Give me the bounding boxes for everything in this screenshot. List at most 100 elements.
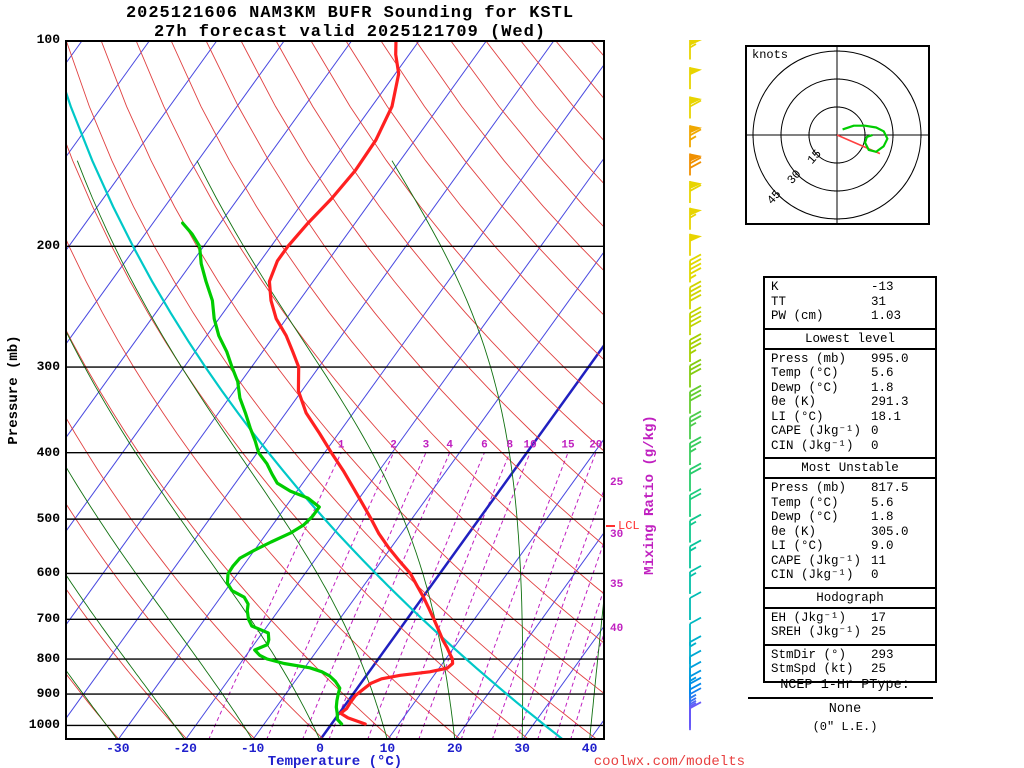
- wind-barb-half: [689, 676, 697, 682]
- table-row-value: 0: [871, 568, 879, 582]
- table-row-label: CIN (Jkg⁻¹): [771, 568, 854, 582]
- wind-barb-half: [689, 349, 697, 355]
- dry-adiabat: [170, 40, 605, 596]
- isotherm: [65, 40, 421, 534]
- table-row-value: 0: [871, 438, 879, 453]
- ptype-note: (0" L.E.): [812, 720, 878, 734]
- wind-barb-full: [689, 591, 702, 599]
- table-row-value: 25: [871, 662, 887, 676]
- dry-adiabat: [240, 40, 605, 500]
- mixing-ratio-line: [366, 452, 485, 740]
- table-row-label: Press (mb): [771, 351, 847, 366]
- isotherm: [65, 40, 286, 347]
- table-row-label: TT: [771, 294, 787, 309]
- table-row: Temp (°C) 5.6: [771, 496, 929, 511]
- wind-barb-full: [689, 306, 702, 314]
- lcl-tick: [606, 525, 615, 527]
- table-row: Dewp (°C) 1.8: [771, 510, 929, 525]
- mixing-ratio-line: [570, 629, 605, 740]
- dry-adiabat: [100, 40, 605, 695]
- table-section-title: Hodograph: [765, 586, 935, 609]
- isotherm: [184, 156, 605, 740]
- table-row-value: 995.0: [871, 351, 909, 366]
- wind-barb-half: [689, 697, 697, 703]
- table-row-label: θe (K): [771, 395, 817, 409]
- temperature-tick-label: -30: [106, 741, 130, 756]
- ptype-divider: [748, 697, 933, 699]
- table-row: TT 31: [771, 295, 929, 310]
- mixing-ratio-line: [491, 452, 597, 740]
- wind-barb-flag: [690, 207, 702, 216]
- dry-adiabat: [275, 40, 605, 453]
- wind-barb-full: [689, 367, 702, 376]
- pressure-tick-label: 100: [36, 32, 60, 47]
- wind-barb-full: [689, 565, 702, 573]
- table-row-value: 11: [871, 553, 887, 568]
- indices-table: K -13 TT 31 PW (cm) 1.03 Lowest level Press (mb…: [763, 276, 937, 683]
- wind-barb-full: [689, 161, 702, 169]
- wind-barb-flag: [690, 67, 702, 76]
- table-group: K -13 TT 31 PW (cm) 1.03: [765, 278, 935, 328]
- wind-barb-full: [689, 635, 702, 643]
- table-row: K -13: [771, 280, 929, 295]
- table-row: StmSpd (kt) 25: [771, 662, 929, 677]
- table-row-value: 9.0: [871, 539, 894, 553]
- dry-adiabat: [449, 40, 605, 229]
- wind-barb-full: [689, 462, 702, 471]
- wind-barb-half: [689, 43, 697, 49]
- wind-barb-full: [689, 289, 702, 298]
- mixing-ratio-value: 8: [506, 440, 513, 452]
- mixing-ratio-value: 25: [610, 477, 624, 490]
- table-row-label: LI (°C): [771, 409, 824, 424]
- table-row: θe (K) 305.0: [771, 525, 929, 540]
- pressure-tick-label: 200: [36, 238, 60, 254]
- wind-barb-flag: [690, 96, 702, 105]
- isotherm: [454, 530, 605, 740]
- wind-barb-full: [689, 310, 702, 319]
- isotherm: [117, 62, 605, 740]
- hodograph-trace: [842, 124, 889, 153]
- dry-adiabat: [65, 139, 530, 740]
- wind-barb-full: [689, 99, 702, 108]
- dewpoint-trace: [181, 221, 344, 726]
- pressure-tick-label: 700: [36, 611, 60, 627]
- dry-adiabat: [65, 40, 598, 740]
- wind-barb-half: [689, 213, 697, 219]
- temperature-tick-label: 30: [514, 741, 530, 756]
- mixing-ratio-value: 20: [589, 440, 602, 452]
- wind-barb-full: [689, 649, 702, 658]
- table-row: CAPE (Jkg⁻¹) 0: [771, 424, 929, 439]
- wind-barb-full: [689, 393, 702, 402]
- table-group: StmDir (°) 293 StmSpd (kt) 25: [765, 643, 935, 681]
- wind-barb-full: [689, 253, 702, 262]
- mixing-ratio-line: [208, 452, 342, 740]
- wind-barb-half: [689, 642, 697, 648]
- table-row-label: Temp (°C): [771, 366, 839, 380]
- wind-barb-full: [689, 337, 702, 346]
- wind-barb-half: [689, 520, 697, 526]
- wind-barb-half: [689, 546, 697, 552]
- table-row: CAPE (Jkg⁻¹) 11: [771, 554, 929, 569]
- table-row-label: EH (Jkg⁻¹): [771, 610, 847, 625]
- table-row-value: 0: [871, 424, 879, 438]
- isotherm: [65, 40, 555, 721]
- wind-barb-full: [689, 262, 702, 271]
- table-row-label: Press (mb): [771, 481, 847, 495]
- wind-barb-full: [689, 358, 702, 367]
- table-row-value: 1.8: [871, 380, 894, 395]
- wind-barb-full: [689, 492, 702, 501]
- hodograph-units-label: knots: [752, 48, 789, 62]
- mixing-ratio-value: 40: [610, 622, 624, 635]
- wind-barb-full: [689, 488, 702, 496]
- hodograph-ring-label: 15: [805, 147, 825, 167]
- isotherm: [65, 40, 353, 440]
- moist-adiabat: [391, 160, 524, 740]
- wind-barb-full: [689, 285, 702, 293]
- isotherm: [65, 40, 218, 253]
- hodograph-ring-label: 45: [764, 187, 784, 207]
- wind-barb-full: [689, 467, 702, 475]
- table-row: Dewp (°C) 1.8: [771, 381, 929, 396]
- table-row-label: SREH (Jkg⁻¹): [771, 625, 862, 639]
- table-row: Press (mb) 995.0: [771, 352, 929, 367]
- mixing-ratio-value: 2: [390, 440, 397, 452]
